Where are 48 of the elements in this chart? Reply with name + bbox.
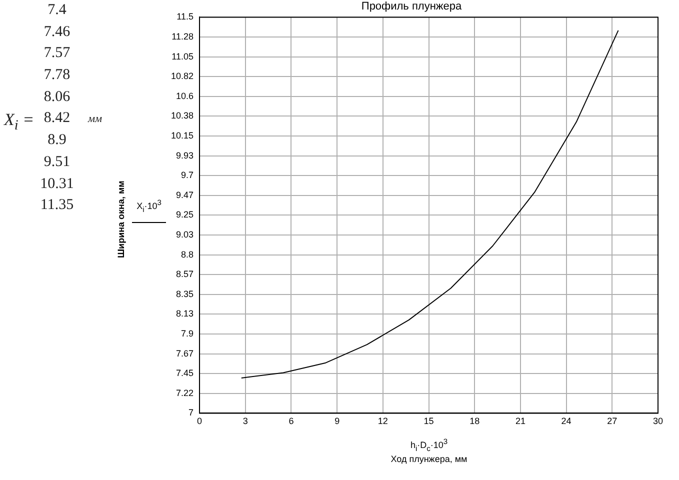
- text: 7.57: [42, 44, 72, 64]
- x-tick-label: 30: [652, 416, 664, 426]
- text: 8.42: [44, 110, 70, 126]
- x-tick-label: 27: [607, 416, 618, 426]
- y-tick-label: 9.93: [176, 150, 194, 160]
- x-tick-label: 15: [424, 416, 434, 426]
- text: 8.9: [46, 131, 68, 150]
- y-tick-label: 8.13: [176, 308, 194, 319]
- y-tick-label: 9.25: [176, 210, 194, 220]
- x-tick-label: 18: [470, 416, 480, 426]
- y-tick-label: 9.7: [181, 170, 194, 180]
- y-tick-label: 7: [188, 408, 194, 418]
- text: 8.06: [42, 88, 72, 107]
- y-tick-label: 11.28: [172, 31, 194, 42]
- x-tick-label: 3: [242, 416, 248, 426]
- x-tick-label: 9: [334, 416, 340, 426]
- y-tick-label: 8.8: [181, 249, 194, 260]
- y-tick-label: 8.35: [176, 288, 194, 299]
- y-tick-label: 10.15: [170, 130, 194, 140]
- text: 11.35: [39, 196, 75, 216]
- text: 10.31: [39, 174, 75, 194]
- y-tick-label: 11.05: [172, 51, 194, 62]
- text: X$_{i}$ =: [4, 110, 34, 134]
- y-tick-label: 9.03: [176, 229, 194, 240]
- y-tick-label: 7.9: [181, 328, 194, 338]
- y-tick-label: 9.47: [176, 190, 194, 200]
- x-tick-label: 21: [515, 416, 526, 426]
- x-tick-label: 12: [378, 416, 388, 426]
- x-tick-label: 0: [197, 416, 202, 426]
- y-tick-label: 10.82: [170, 71, 194, 82]
- y-tick-label: 7.45: [176, 368, 194, 378]
- text: мм: [88, 113, 102, 125]
- y-tick-label: 10.38: [170, 110, 194, 121]
- chart-title: Профиль плунжера: [361, 0, 462, 13]
- x-tick-label: 6: [288, 416, 294, 426]
- text: 7.78: [42, 66, 72, 86]
- y-tick-label: 11.5: [176, 12, 194, 22]
- text: 7.4: [46, 1, 68, 20]
- text: X$_{i}$·10$^{3}$: [136, 198, 162, 216]
- x-axis-title: h$_{i}$·D$_{c}$·10$^{3}$ Ход плунжера, мм: [390, 436, 468, 465]
- text: 7.46: [42, 22, 72, 42]
- y-tick-label: 7.67: [176, 348, 194, 358]
- x-tick-label: 24: [561, 416, 572, 426]
- y-axis-title: Ширина окна, мм: [116, 180, 126, 258]
- y-tick-label: 8.57: [176, 269, 194, 280]
- text: 9.51: [42, 152, 72, 172]
- y-tick-label: 10.6: [176, 90, 194, 101]
- y-tick-label: 7.22: [176, 388, 194, 398]
